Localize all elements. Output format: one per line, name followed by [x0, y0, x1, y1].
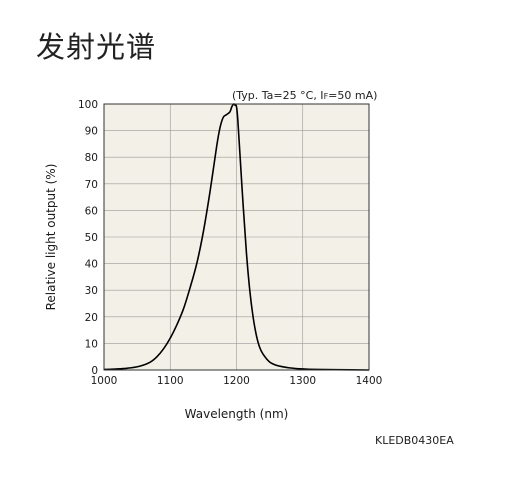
y-tick-label: 30 — [85, 285, 98, 297]
y-tick-label: 70 — [85, 179, 98, 191]
conditions-prefix: (Typ. Ta=25 °C, I — [232, 89, 324, 102]
y-tick-label: 60 — [85, 205, 98, 217]
series-line — [103, 103, 370, 371]
y-tick-label: 20 — [85, 312, 98, 324]
y-tick-label: 80 — [85, 152, 98, 164]
y-axis-label: Relative light output (%) — [44, 164, 58, 311]
y-tick-label: 100 — [78, 99, 98, 111]
figure-code: KLEDB0430EA — [375, 434, 454, 447]
y-tick-label: 40 — [85, 259, 98, 271]
y-tick-label: 50 — [85, 232, 98, 244]
y-tick-label: 90 — [85, 126, 98, 138]
x-tick-label: 1100 — [157, 375, 184, 387]
conditions-subscript: F — [323, 92, 329, 101]
x-tick-label: 1300 — [289, 375, 316, 387]
x-tick-label: 1200 — [223, 375, 250, 387]
x-tick-label: 1400 — [356, 375, 383, 387]
y-tick-label: 0 — [91, 365, 98, 377]
conditions-suffix: =50 mA) — [328, 89, 378, 102]
x-axis-label: Wavelength (nm) — [185, 407, 289, 421]
measurement-conditions: (Typ. Ta=25 °C, IF=50 mA) — [232, 89, 377, 102]
plot-frame — [103, 103, 370, 371]
y-tick-label: 10 — [85, 338, 98, 350]
tick-labels: 0 10 20 30 40 50 60 70 80 90 100 1000 1100 1200 1300 14… — [78, 99, 382, 387]
page-title: 发射光谱 — [36, 30, 157, 64]
x-tick-label: 1000 — [91, 375, 118, 387]
